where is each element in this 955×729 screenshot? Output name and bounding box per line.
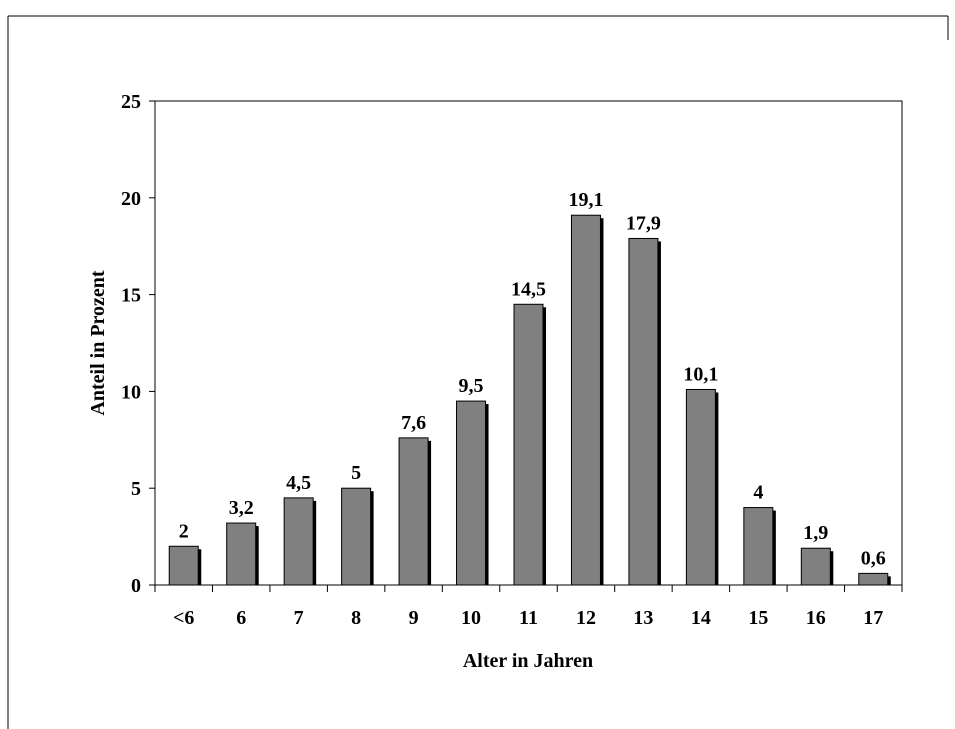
data-label: 10,1: [683, 363, 718, 385]
data-label: 2: [179, 520, 189, 542]
bar: [858, 572, 889, 586]
data-label: 9,5: [459, 375, 484, 397]
x-tick-label: 17: [863, 607, 883, 629]
x-tick-label: 6: [236, 607, 246, 629]
data-label: 7,6: [401, 412, 426, 434]
data-label: 19,1: [568, 189, 603, 211]
x-tick-label: 16: [806, 607, 826, 629]
data-label: 4: [753, 482, 763, 504]
data-label: 17,9: [626, 212, 661, 234]
x-tick-label: 10: [461, 607, 481, 629]
data-label: 0,6: [861, 547, 886, 569]
bar: [283, 497, 314, 586]
x-tick-label: 15: [748, 607, 768, 629]
bar: [685, 388, 716, 586]
x-tick-label: 8: [351, 607, 361, 629]
bar: [398, 437, 429, 586]
x-tick-label: 14: [691, 607, 711, 629]
y-tick-label: 25: [121, 91, 141, 113]
data-label: 3,2: [229, 497, 254, 519]
bar: [226, 522, 257, 586]
bar: [341, 487, 372, 586]
bar: [800, 547, 831, 586]
bar: [513, 303, 544, 586]
y-tick-label: 15: [121, 285, 141, 307]
y-tick-label: 0: [131, 575, 141, 597]
bar: [743, 507, 774, 586]
data-label: 4,5: [286, 472, 311, 494]
y-tick-label: 10: [121, 381, 141, 403]
x-tick-label: <6: [173, 607, 194, 629]
bar: [168, 545, 199, 586]
data-labels: 2 3,2 4,5 5 7,6 9,5 14,5 19,1 17,9 10,1 4 1,9 0,6: [179, 189, 886, 569]
data-label: 5: [351, 462, 361, 484]
bar: [456, 400, 487, 586]
y-axis-title: Anteil in Prozent: [87, 270, 109, 416]
bar: [570, 214, 601, 586]
y-axis: 0 5 10 15 20 25: [121, 91, 155, 597]
bar-series: [168, 214, 891, 586]
x-axis: <6 6 7 8 9 10 11 12 13 14 15 16 17: [154, 585, 903, 629]
bar: [628, 237, 659, 586]
x-tick-label: 9: [409, 607, 419, 629]
y-tick-label: 5: [131, 478, 141, 500]
y-tick-label: 20: [121, 188, 141, 210]
x-tick-label: 13: [633, 607, 653, 629]
x-tick-label: 7: [294, 607, 304, 629]
data-label: 1,9: [803, 522, 828, 544]
x-axis-title: Alter in Jahren: [463, 650, 593, 672]
data-label: 14,5: [511, 278, 546, 300]
x-tick-label: 12: [576, 607, 596, 629]
x-tick-label: 11: [519, 607, 538, 629]
